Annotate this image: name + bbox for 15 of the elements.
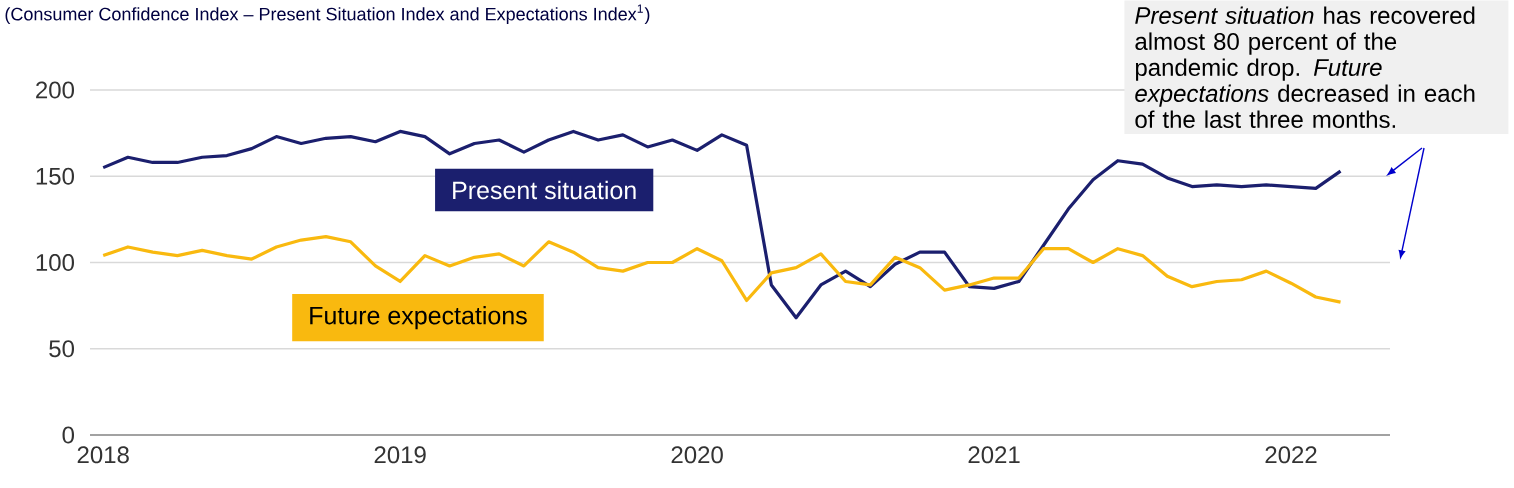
y-tick-label: 0 (62, 426, 75, 444)
text: Present situation has recovered almost 80 percent of the pandemic drop. Future expectations decreased in each of the last three months. (1135, 6, 1475, 129)
x-tick-label: 2018 (77, 446, 129, 464)
y-tick-label: 200 (36, 81, 75, 99)
y-tick-label: 150 (36, 167, 75, 185)
x-tick-label: 2019 (374, 446, 426, 464)
chart-subtitle: (Consumer Confidence Index – Present Situation Index and Expectations Index$^{1}$) (5, 4, 650, 25)
x-tick-label: 2021 (968, 446, 1020, 464)
y-tick-label: 100 (36, 254, 75, 271)
series-label: Future expectations (310, 306, 527, 330)
series-label: Present situation (453, 180, 636, 200)
y-tick-label: 50 (49, 340, 75, 358)
x-tick-label: 2020 (671, 446, 723, 464)
line-series (101, 235, 1343, 304)
x-tick-label: 2022 (1265, 446, 1317, 464)
